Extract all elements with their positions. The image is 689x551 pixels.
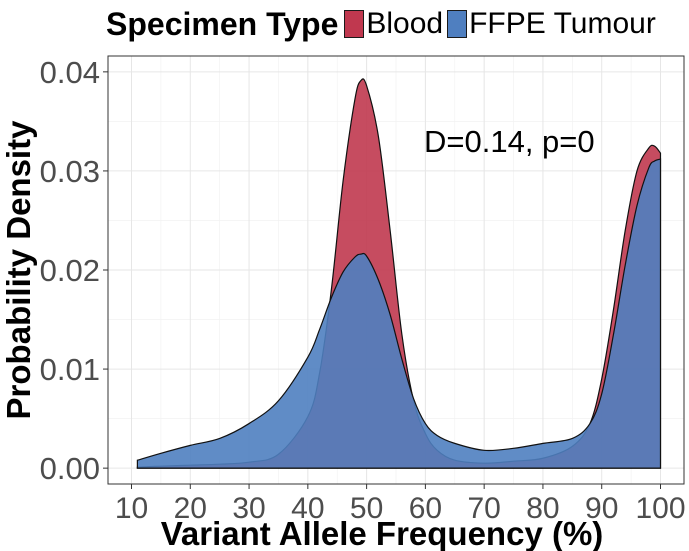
y-axis-ticks: 0.00 0.01 0.02 0.03 0.04 [40, 55, 108, 486]
x-axis-label: Variant Allele Frequency (%) [161, 515, 604, 551]
x-tick-label: 40 [291, 492, 324, 525]
x-tick-label: 50 [350, 492, 383, 525]
y-tick-label: 0.02 [40, 253, 100, 288]
ks-test-annotation: D=0.14, p=0 [424, 124, 595, 159]
x-tick-label: 20 [174, 492, 207, 525]
density-area-ffpe-tumour [136, 158, 662, 469]
legend-label-blood: Blood [366, 7, 444, 40]
y-tick-label: 0.00 [40, 451, 100, 486]
x-tick-label: 70 [467, 492, 500, 525]
x-tick-label: 10 [115, 492, 148, 525]
legend-item-ffpe-tumour: FFPE Tumour [447, 7, 656, 41]
legend: Specimen Type Blood FFPE Tumour [106, 4, 660, 44]
legend-label-ffpe-tumour: FFPE Tumour [469, 7, 656, 40]
density-areas [136, 78, 662, 469]
legend-item-blood: Blood [344, 7, 443, 41]
x-tick-label: 30 [232, 492, 265, 525]
y-tick-label: 0.04 [40, 55, 100, 90]
x-tick-label: 80 [526, 492, 559, 525]
x-tick-label: 90 [585, 492, 618, 525]
y-axis-label: Probability Density [0, 120, 37, 420]
y-tick-label: 0.01 [40, 352, 100, 387]
legend-swatch-ffpe-tumour [447, 10, 468, 38]
x-axis-ticks: 10 20 30 40 50 60 70 80 90 100 [115, 484, 686, 525]
legend-swatch-blood [344, 10, 365, 38]
legend-title: Specimen Type [106, 5, 339, 42]
x-tick-label: 100 [635, 492, 685, 525]
y-tick-label: 0.03 [40, 154, 100, 189]
x-tick-label: 60 [409, 492, 442, 525]
